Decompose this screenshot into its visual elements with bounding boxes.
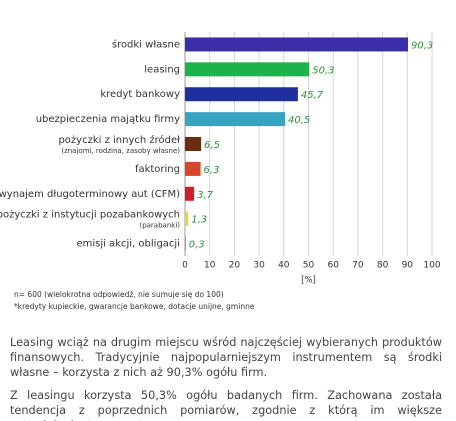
chart: 0 10 20 30 40 50 60 70 80 90 100 [%] n= 600 (wielokr…: [0, 32, 441, 311]
x-tick-label: 70: [352, 261, 364, 271]
footnote: n= 600 (wielokrotna odpowiedź, nie sumuj…: [14, 290, 224, 299]
bar: [185, 186, 195, 201]
value-label: 1,3: [191, 215, 207, 226]
bar: [185, 112, 286, 127]
bar: [185, 37, 409, 52]
category-label: wynajem długoterminowy aut (CFM): [0, 189, 180, 200]
value-label: 40,5: [288, 115, 310, 126]
value-label: 3,7: [197, 190, 214, 201]
x-tick-label: 20: [229, 261, 241, 271]
category-label: emisji akcji, obligacji: [76, 239, 180, 250]
x-tick-label: 30: [253, 261, 265, 271]
category-note: (parabanki): [139, 222, 180, 230]
x-tick-label: 80: [377, 261, 389, 271]
value-label: 0,3: [189, 240, 205, 251]
x-tick-label: 100: [423, 261, 440, 271]
x-tick-label: 0: [182, 261, 188, 271]
paragraph: Leasing wciąż na drugim miejscu wśród na…: [10, 336, 442, 379]
value-label: 6,3: [204, 165, 220, 176]
category-label: pożyczki z innych źródeł: [58, 134, 180, 146]
category-label: kredyt bankowy: [100, 89, 180, 100]
value-label: 45,7: [301, 90, 324, 101]
x-axis-label: [%]: [301, 276, 316, 286]
value-label: 6,5: [204, 140, 220, 151]
paragraph: Z leasingu korzysta 50,3% ogółu badanych…: [10, 389, 442, 421]
bar: [185, 87, 298, 102]
value-label: 90,3: [411, 40, 433, 51]
x-tick-label: 60: [327, 261, 339, 271]
category-label: ubezpieczenia majątku firmy: [36, 114, 180, 125]
category-label: leasing: [144, 64, 180, 75]
bar: [185, 62, 310, 77]
bar: [185, 211, 189, 226]
value-label: 50,3: [312, 65, 334, 76]
bar: [185, 137, 202, 151]
category-note: (znajomi, rodzina, zasoby własne): [61, 147, 180, 155]
category-label: pożyczki z instytucji pozabankowych: [0, 210, 180, 221]
x-tick-label: 10: [204, 261, 216, 271]
x-tick-label: 40: [278, 261, 290, 271]
bar: [185, 161, 201, 176]
category-label: faktoring: [135, 164, 180, 175]
bar: [185, 236, 186, 251]
x-tick-label: 50: [303, 261, 315, 271]
x-tick-label: 90: [402, 261, 414, 271]
category-label: środki własne: [112, 38, 180, 50]
footnote: *kredyty kupieckie, gwarancje bankowe, d…: [14, 302, 255, 311]
